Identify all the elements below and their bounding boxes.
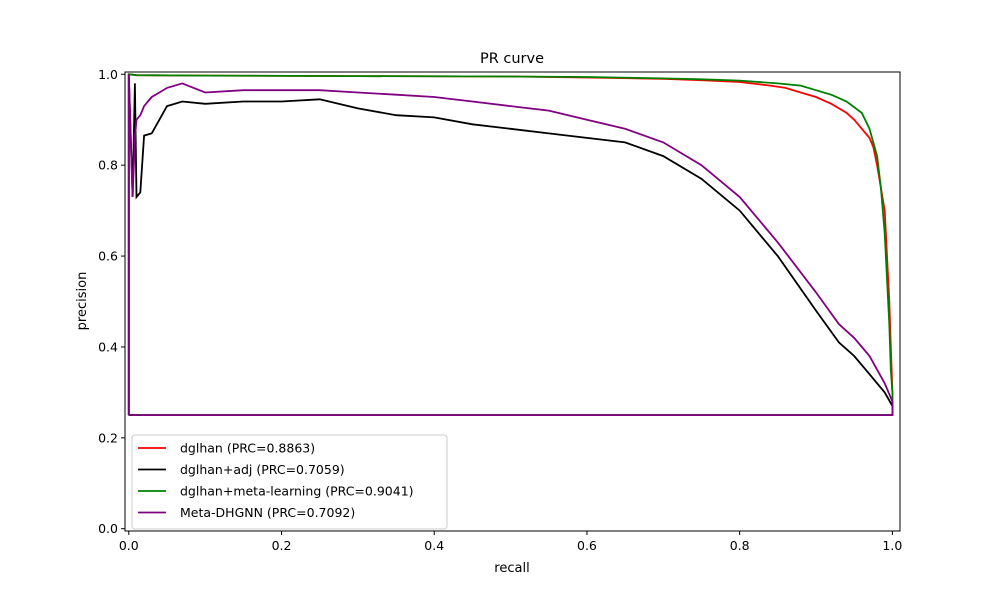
series-line-4 [127, 74, 894, 417]
y-axis: 0.0 0.2 0.4 0.6 0.8 1.0 [98, 67, 125, 536]
legend: dglhan (PRC=0.8863) dglhan+adj (PRC=0.705… [131, 434, 448, 530]
legend-label-3: dglhan+meta-learning (PRC=0.9041) [180, 484, 414, 499]
x-tick-label: 0.2 [272, 538, 292, 553]
x-tick-label: 0.4 [424, 538, 444, 553]
series-line-2 [127, 74, 894, 417]
x-axis: 0.0 0.2 0.4 0.6 0.8 1.0 [119, 531, 902, 553]
y-tick-label: 0.2 [98, 430, 118, 445]
x-tick-label: 0.6 [577, 538, 597, 553]
legend-label-1: dglhan (PRC=0.8863) [180, 441, 315, 456]
x-tick-label: 0.0 [119, 538, 139, 553]
y-tick-label: 0.8 [98, 158, 118, 173]
x-axis-label: recall [494, 561, 529, 576]
series-line-3 [127, 73, 894, 417]
y-tick-label: 1.0 [98, 67, 118, 82]
x-tick-label: 0.8 [730, 538, 750, 553]
y-tick-label: 0.4 [98, 339, 118, 354]
x-tick-label: 1.0 [882, 538, 902, 553]
series-layer [127, 73, 894, 417]
legend-label-4: Meta-DHGNN (PRC=0.7092) [180, 505, 355, 520]
y-tick-label: 0.0 [98, 521, 118, 536]
plot-frame [124, 71, 901, 532]
chart-title: PR curve [480, 51, 544, 67]
legend-box [131, 434, 448, 530]
y-tick-label: 0.6 [98, 249, 118, 264]
y-axis-label: precision [75, 272, 90, 331]
legend-label-2: dglhan+adj (PRC=0.7059) [180, 462, 345, 477]
